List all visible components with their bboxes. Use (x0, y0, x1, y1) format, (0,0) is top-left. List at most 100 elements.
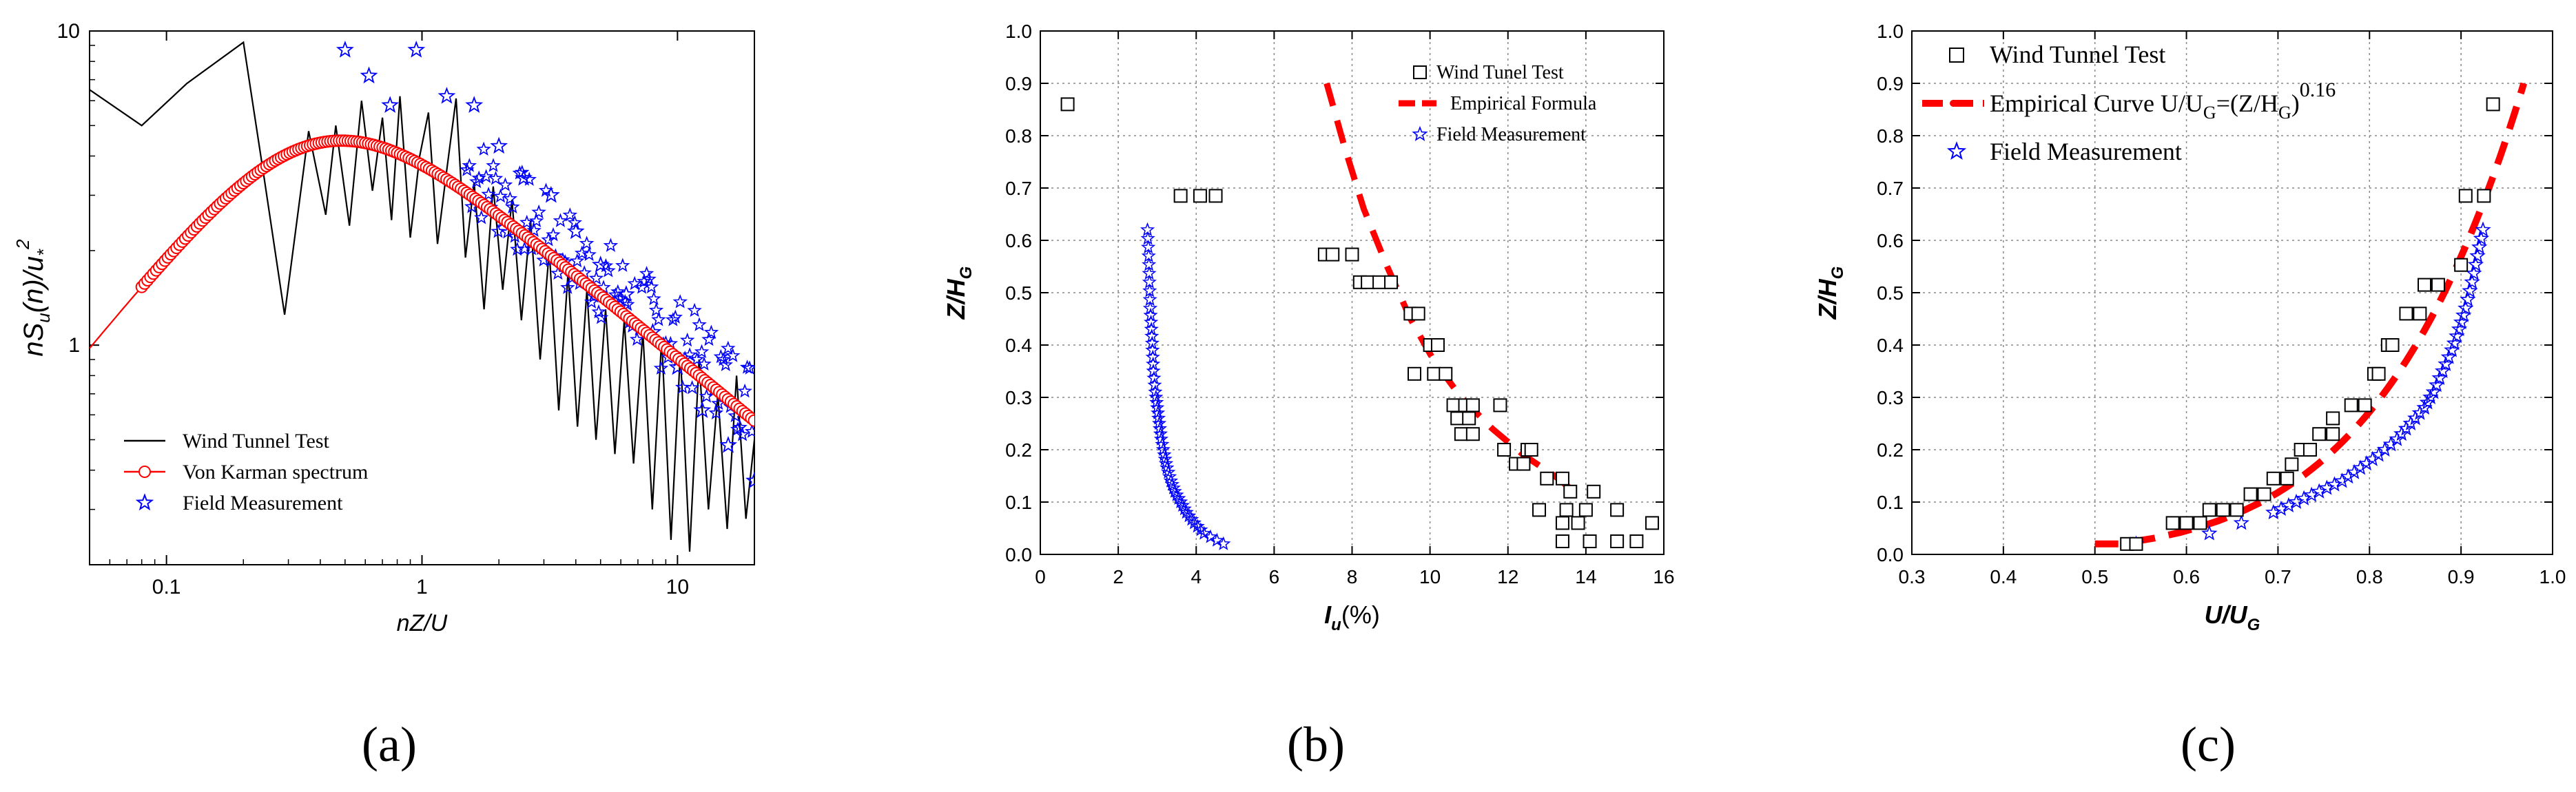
field-star (1216, 536, 1231, 550)
field-star (515, 169, 533, 186)
field-star (2464, 273, 2480, 289)
field-star (528, 213, 544, 228)
field-star (2352, 459, 2369, 475)
field-star (643, 279, 659, 293)
wind-square (1430, 338, 1445, 352)
wind-square (1454, 427, 1468, 441)
field-star (2471, 238, 2488, 255)
wind-square (2312, 427, 2327, 441)
field-star (617, 293, 632, 309)
y-tick-label: 0.8 (1877, 125, 1904, 147)
field-star (646, 291, 661, 306)
field-star (674, 379, 690, 394)
y-axis-title-part: nS (19, 322, 49, 356)
field-star (2451, 320, 2468, 337)
wind-square (1610, 503, 1625, 517)
x-tick-label: 2 (1113, 566, 1124, 587)
field-star (2467, 256, 2484, 272)
field-star (2466, 264, 2482, 281)
field-star (716, 352, 731, 366)
field-star (1184, 512, 1199, 526)
legend-empirical-label: Empirical Formula (1450, 93, 1597, 114)
wind-square (2477, 189, 2491, 203)
x-tick-label: 8 (1347, 566, 1358, 587)
x-tick-label: 0.8 (2356, 566, 2383, 587)
field-star (381, 96, 400, 113)
wind-square (2431, 278, 2445, 292)
y-axis-title-part: (n)/u (19, 256, 49, 313)
legend-empirical-part: Empirical Curve U/U (1990, 90, 2203, 117)
field-star (2422, 388, 2439, 404)
field-star (1148, 389, 1164, 404)
von-karman-series (90, 134, 754, 427)
wind-square (1465, 427, 1480, 441)
field-star (620, 297, 635, 311)
field-star (407, 41, 426, 58)
wind-square (2129, 536, 2143, 551)
legend-empirical-part: =(Z/H (2216, 90, 2278, 117)
y-tick-label: 0.2 (1877, 439, 1904, 461)
field-star (562, 207, 578, 222)
wind-square (1193, 189, 1207, 203)
y-tick-label: 0.1 (1005, 492, 1032, 513)
field-star (697, 356, 712, 371)
field-star (721, 340, 736, 355)
y-axis-title-part: Z/H (1813, 278, 1842, 320)
field-star (1196, 525, 1212, 540)
wind-square (1439, 366, 1453, 381)
wind-square (1578, 503, 1593, 517)
field-star (2453, 313, 2470, 330)
field-star (2233, 514, 2249, 530)
field-star (693, 401, 712, 418)
wind-square (2458, 189, 2473, 203)
field-star (639, 266, 655, 280)
wind-square (1384, 275, 1399, 289)
wind-square (1361, 275, 1375, 289)
wind-square (1462, 411, 1476, 426)
field-star (437, 87, 456, 104)
wind-square (2179, 516, 2194, 530)
field-star (734, 427, 750, 441)
legend-b: Wind Tunel Test Empirical Formula Field Me… (1399, 62, 1597, 145)
wind-square (2257, 487, 2271, 501)
field-star (719, 436, 737, 453)
panel-a-label: (a) (362, 717, 417, 772)
field-star (526, 222, 542, 237)
wind-square (2486, 97, 2500, 112)
field-star (360, 66, 378, 84)
field-star (515, 165, 530, 179)
field-star (1157, 451, 1173, 466)
wind-square (2371, 366, 2386, 381)
field-star (469, 174, 484, 189)
field-star (1179, 505, 1194, 519)
field-star (566, 222, 585, 240)
x-axis-title: U/UG (2205, 601, 2260, 634)
field-star (488, 171, 504, 185)
wind-square (1173, 189, 1188, 203)
field-star (1149, 395, 1164, 409)
field-star (1173, 494, 1188, 509)
field-star (687, 302, 702, 317)
field-star (579, 236, 595, 250)
field-star (1152, 421, 1167, 435)
wind-square (2280, 471, 2294, 486)
von-karman-line (90, 140, 754, 421)
field-star (1166, 480, 1181, 494)
field-star (701, 331, 717, 346)
y-tick-label: 0.0 (1005, 544, 1032, 565)
empirical-curve-series (2094, 82, 2527, 548)
legend-wind-label: Wind Tunnel Test (1990, 41, 2165, 68)
y-axis-title-part: Z/H (942, 278, 970, 320)
wind-square (1427, 366, 1441, 381)
x-axis-title-part: G (2247, 616, 2260, 634)
x-axis-title: Iu(%) (1324, 601, 1380, 634)
wind-square (2216, 503, 2230, 517)
field-star (2455, 306, 2472, 322)
y-tick-label: 1.0 (1877, 21, 1904, 42)
field-star (486, 158, 501, 172)
y-tick-label: 0.2 (1005, 439, 1032, 461)
field-star (653, 360, 669, 375)
wind-square (1559, 503, 1574, 517)
y-tick-label: 0.4 (1877, 335, 1904, 356)
legend-a: Wind Tunnel Test Von Karman spectrum Field… (124, 430, 368, 514)
